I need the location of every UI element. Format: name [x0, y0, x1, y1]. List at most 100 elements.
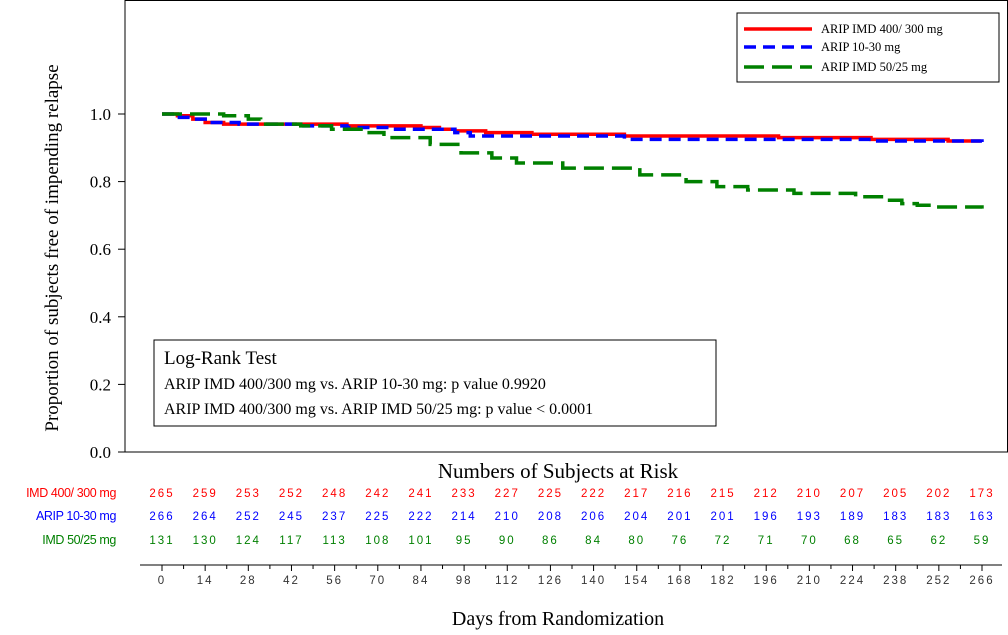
x-tick-label: 210 [797, 575, 822, 587]
risk-count: 245 [279, 511, 304, 523]
x-tick-label: 252 [926, 575, 951, 587]
risk-count: 225 [365, 511, 390, 523]
annotation-title: Log-Rank Test [164, 348, 278, 369]
risk-table: IMD 400/ 300 mg 265 259 253 252 248 242 241 233 2… [26, 486, 994, 547]
risk-count: 210 [797, 488, 822, 500]
x-tick-label: 140 [581, 575, 606, 587]
risk-count: 259 [193, 488, 218, 500]
x-tick-label: 112 [495, 575, 519, 587]
risk-count: 252 [236, 511, 261, 523]
x-tick-label: 84 [413, 575, 430, 587]
x-tick-label: 196 [754, 575, 779, 587]
x-axis: 0 14 28 42 56 70 84 98 112 126 140 154 168 182 196 210 2… [140, 564, 1002, 587]
risk-count: 84 [585, 535, 602, 547]
y-tick-label: 0.0 [90, 443, 111, 462]
risk-row-label: ARIP 10-30 mg [36, 509, 116, 523]
x-tick-label: 182 [710, 575, 735, 587]
legend-box [736, 12, 1000, 83]
risk-count: 70 [801, 535, 818, 547]
risk-count: 108 [365, 535, 390, 547]
y-tick-label: 0.8 [90, 173, 111, 192]
risk-count: 233 [452, 488, 477, 500]
y-tick-label: 0.6 [90, 240, 111, 259]
risk-count: 163 [969, 511, 994, 523]
risk-count: 205 [883, 488, 908, 500]
risk-count: 201 [667, 511, 692, 523]
risk-count: 266 [149, 511, 174, 523]
risk-count: 253 [236, 488, 261, 500]
risk-count: 222 [408, 511, 433, 523]
risk-count: 252 [279, 488, 304, 500]
risk-count: 264 [193, 511, 218, 523]
x-tick-label: 238 [883, 575, 908, 587]
risk-count: 214 [452, 511, 477, 523]
x-tick-label: 126 [538, 575, 563, 587]
risk-count: 248 [322, 488, 347, 500]
risk-count: 76 [671, 535, 688, 547]
x-tick-label: 56 [326, 575, 343, 587]
y-ticks: 0.0 0.2 0.4 0.6 0.8 1.0 [90, 105, 125, 462]
risk-count: 212 [754, 488, 779, 500]
series-line-2 [162, 112, 984, 209]
risk-count: 68 [844, 535, 861, 547]
risk-count: 95 [456, 535, 473, 547]
x-tick-label: 0 [158, 575, 166, 587]
risk-count: 173 [969, 488, 994, 500]
risk-count: 124 [236, 535, 261, 547]
risk-count: 215 [710, 488, 735, 500]
risk-count: 90 [499, 535, 516, 547]
x-tick-label: 168 [667, 575, 692, 587]
risk-count: 101 [408, 535, 433, 547]
x-axis-title: Days from Randomization [452, 608, 664, 630]
risk-count: 217 [624, 488, 649, 500]
risk-count: 242 [365, 488, 390, 500]
risk-count: 225 [538, 488, 563, 500]
risk-count: 204 [624, 511, 649, 523]
risk-row-label: IMD 50/25 mg [42, 533, 116, 547]
risk-count: 71 [758, 535, 775, 547]
risk-count: 207 [840, 488, 865, 500]
risk-count: 216 [667, 488, 692, 500]
y-axis-title: Proportion of subjects free of impending… [42, 64, 63, 431]
series-line-0 [162, 112, 981, 143]
risk-count: 113 [322, 535, 346, 547]
y-tick-label: 1.0 [90, 105, 111, 124]
legend-label-2: ARIP IMD 50/25 mg [821, 60, 928, 74]
risk-count: 208 [538, 511, 563, 523]
risk-count: 117 [279, 535, 303, 547]
x-tick-label: 70 [369, 575, 386, 587]
risk-count: 201 [710, 511, 735, 523]
x-tick-label: 154 [624, 575, 649, 587]
risk-count: 222 [581, 488, 606, 500]
y-tick-label: 0.4 [90, 308, 112, 327]
risk-count: 130 [193, 535, 218, 547]
risk-count: 131 [149, 535, 174, 547]
risk-count: 183 [883, 511, 908, 523]
risk-count: 189 [840, 511, 865, 523]
x-tick-label: 224 [840, 575, 865, 587]
risk-count: 65 [887, 535, 904, 547]
risk-count: 206 [581, 511, 606, 523]
annotation-line-2: ARIP IMD 400/300 mg vs. ARIP IMD 50/25 m… [164, 401, 593, 418]
risk-count: 265 [149, 488, 174, 500]
risk-count: 183 [926, 511, 951, 523]
y-tick-label: 0.2 [90, 375, 111, 394]
x-tick-label: 42 [283, 575, 300, 587]
x-tick-label: 98 [456, 575, 473, 587]
legend-label-0: ARIP IMD 400/ 300 mg [821, 22, 944, 36]
risk-count: 80 [628, 535, 645, 547]
x-tick-label: 28 [240, 575, 257, 587]
risk-count: 62 [930, 535, 947, 547]
legend: ARIP IMD 400/ 300 mg ARIP 10-30 mg ARIP … [736, 12, 1000, 83]
annotation-box [153, 339, 717, 427]
risk-table-title: Numbers of Subjects at Risk [438, 459, 679, 483]
risk-count: 193 [797, 511, 822, 523]
annotation-line-1: ARIP IMD 400/300 mg vs. ARIP 10-30 mg: p… [164, 376, 546, 393]
risk-count: 196 [754, 511, 779, 523]
risk-count: 59 [974, 535, 991, 547]
series-line-1 [162, 112, 984, 143]
legend-label-1: ARIP 10-30 mg [821, 40, 901, 54]
risk-row-label: IMD 400/ 300 mg [26, 486, 116, 500]
x-tick-label: 14 [197, 575, 214, 587]
